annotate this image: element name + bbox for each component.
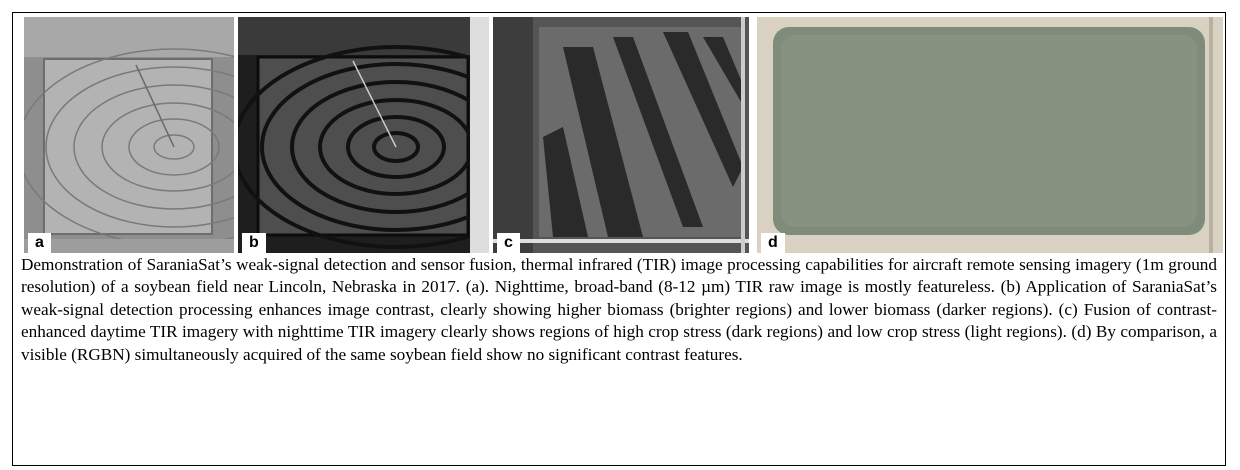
panel-d: d (757, 17, 1223, 253)
panel-label: c (497, 233, 520, 253)
caption: Demonstration of SaraniaSat’s weak-signa… (21, 254, 1217, 366)
panel-label: b (242, 233, 266, 253)
panel-c: c (493, 17, 749, 253)
panel-label: a (28, 233, 51, 253)
figure: a b c (12, 12, 1226, 466)
panel-b: b (238, 17, 489, 253)
panel-a: a (24, 17, 234, 253)
panel-label: d (761, 233, 785, 253)
